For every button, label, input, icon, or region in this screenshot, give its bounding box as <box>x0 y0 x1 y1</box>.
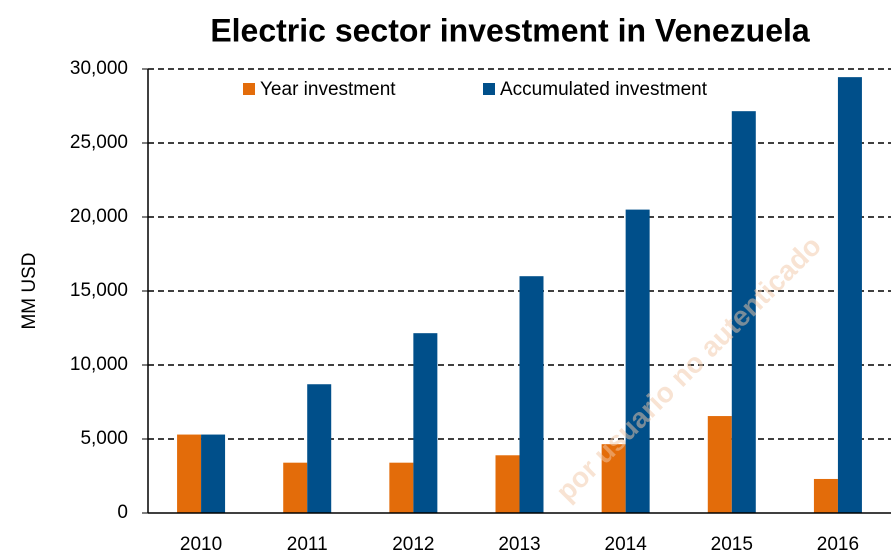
bar <box>731 111 756 514</box>
y-tick-label: 0 <box>117 502 128 523</box>
bar <box>177 434 202 513</box>
x-tick-label: 2012 <box>392 534 434 555</box>
bar <box>601 444 626 513</box>
y-tick-label: 25,000 <box>70 132 128 153</box>
y-tick-label: 5,000 <box>80 428 128 449</box>
y-tick-label: 15,000 <box>70 280 128 301</box>
x-tick-label: 2013 <box>498 534 540 555</box>
x-tick-label: 2014 <box>605 534 648 555</box>
x-tick-label: 2016 <box>817 534 859 555</box>
bar <box>413 333 438 513</box>
bar <box>201 434 226 513</box>
x-tick-label: 2011 <box>287 534 328 555</box>
y-tick-label: 10,000 <box>70 354 128 375</box>
x-tick-label: 2010 <box>180 534 222 555</box>
legend-swatch <box>483 83 495 95</box>
bar <box>389 462 414 513</box>
y-tick-label: 20,000 <box>70 206 128 227</box>
bar <box>707 416 732 513</box>
bar <box>283 462 308 513</box>
y-axis-title: MM USD <box>19 252 40 329</box>
x-tick-label: 2015 <box>711 534 753 555</box>
watermark: por usuario no autenticado <box>550 230 827 507</box>
bar <box>495 455 520 513</box>
y-tick-label: 30,000 <box>70 58 128 79</box>
legend-swatch <box>243 83 255 95</box>
bar <box>625 209 650 513</box>
legend-label: Year investment <box>260 79 396 100</box>
bar <box>837 77 862 513</box>
chart-title: Electric sector investment in Venezuela <box>210 12 810 48</box>
legend-label: Accumulated investment <box>500 79 708 100</box>
bar <box>813 478 838 513</box>
bar <box>307 384 332 513</box>
bar <box>519 276 544 513</box>
